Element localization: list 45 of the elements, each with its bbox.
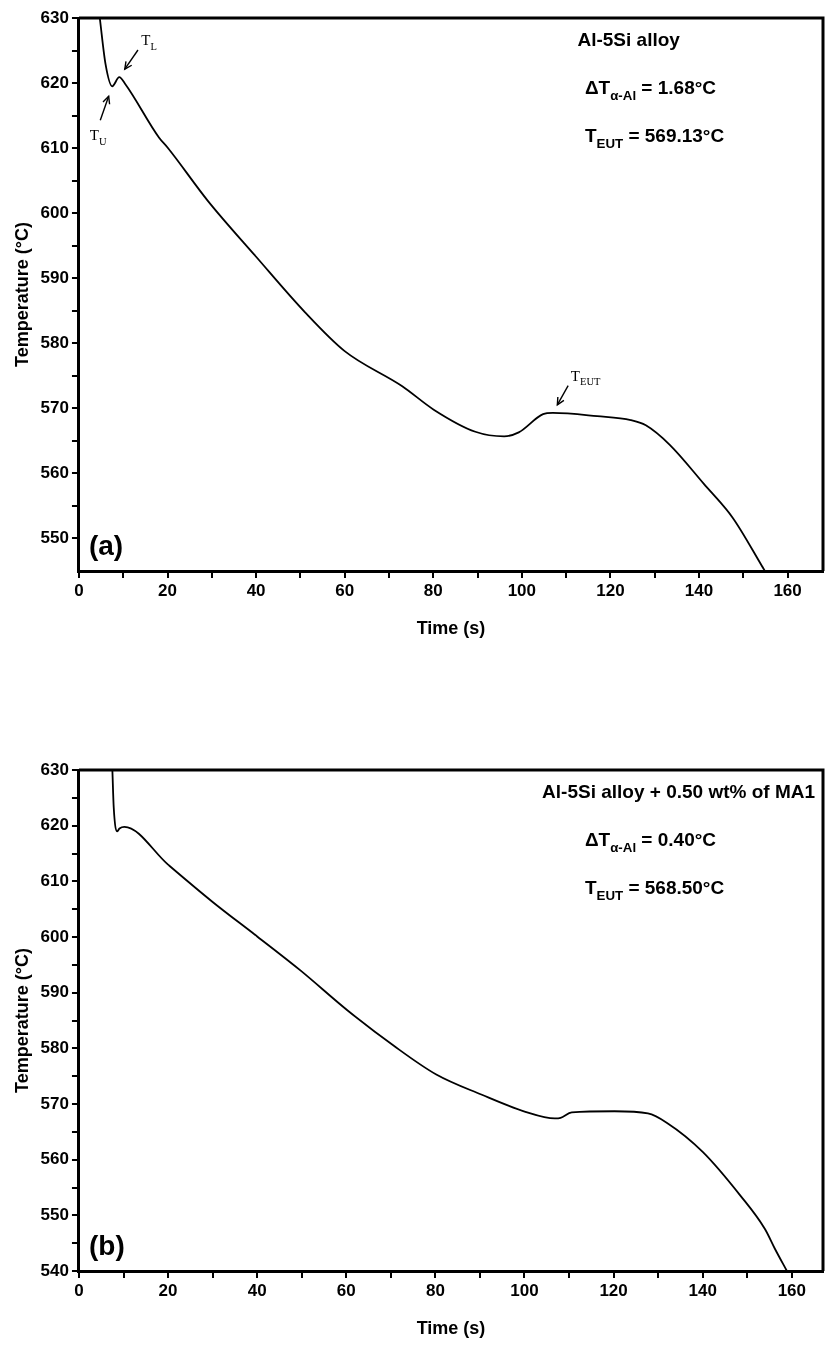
- x-tick-label: 0: [74, 580, 84, 600]
- y-tick-label: 620: [40, 815, 69, 835]
- x-tick-label: 60: [336, 1280, 356, 1300]
- y-tick-label: 580: [40, 1038, 69, 1058]
- x-tick-label: 120: [596, 580, 625, 600]
- y-tick-label: 580: [40, 332, 69, 352]
- y-tick-label: 550: [40, 1205, 69, 1225]
- x-tick-label: 100: [510, 1280, 539, 1300]
- text: (b): [88, 1230, 125, 1261]
- x-tick-label: 20: [158, 580, 177, 600]
- y-tick-label: 630: [40, 7, 69, 27]
- x-tick-label: 20: [158, 1280, 178, 1300]
- y-tick-label: 600: [40, 202, 69, 222]
- x-tick-label: 120: [599, 1280, 628, 1300]
- y-tick-label: 590: [40, 982, 69, 1002]
- x-tick-label: 0: [74, 1280, 84, 1300]
- x-tick-label: 80: [425, 1280, 445, 1300]
- x-tick-label: 140: [688, 1280, 717, 1300]
- annotation: Al-5Si alloy: [577, 29, 681, 50]
- y-tick-label: 540: [40, 1260, 69, 1280]
- annotation: Al-5Si alloy + 0.50 wt% of MA1: [542, 781, 816, 802]
- y-tick-label: 590: [40, 267, 69, 287]
- y-tick-label: 610: [40, 137, 69, 157]
- y-tick-label: 570: [40, 398, 69, 418]
- text: (a): [88, 530, 124, 561]
- y-tick-label: 600: [40, 926, 69, 946]
- x-tick-label: 140: [684, 580, 714, 600]
- x-tick-label: 100: [507, 580, 537, 600]
- y-tick-label: 570: [40, 1093, 69, 1113]
- y-axis-title: Temperature (°C): [11, 222, 32, 367]
- x-tick-label: 160: [773, 580, 802, 600]
- y-tick-label: 620: [40, 72, 69, 92]
- x-axis-title: Time (s): [416, 1318, 486, 1339]
- y-axis-title: Temperature (°C): [11, 948, 32, 1093]
- y-tick-label: 630: [40, 759, 69, 779]
- x-tick-label: 60: [335, 580, 355, 600]
- x-axis-title: Time (s): [416, 618, 486, 639]
- x-tick-label: 40: [246, 580, 266, 600]
- x-tick-label: 40: [247, 1280, 267, 1300]
- y-tick-label: 560: [40, 463, 69, 483]
- y-tick-label: 550: [40, 528, 69, 548]
- y-tick-label: 560: [40, 1149, 69, 1169]
- y-tick-label: 610: [40, 871, 69, 891]
- x-tick-label: 160: [777, 1280, 806, 1300]
- x-tick-label: 80: [423, 580, 443, 600]
